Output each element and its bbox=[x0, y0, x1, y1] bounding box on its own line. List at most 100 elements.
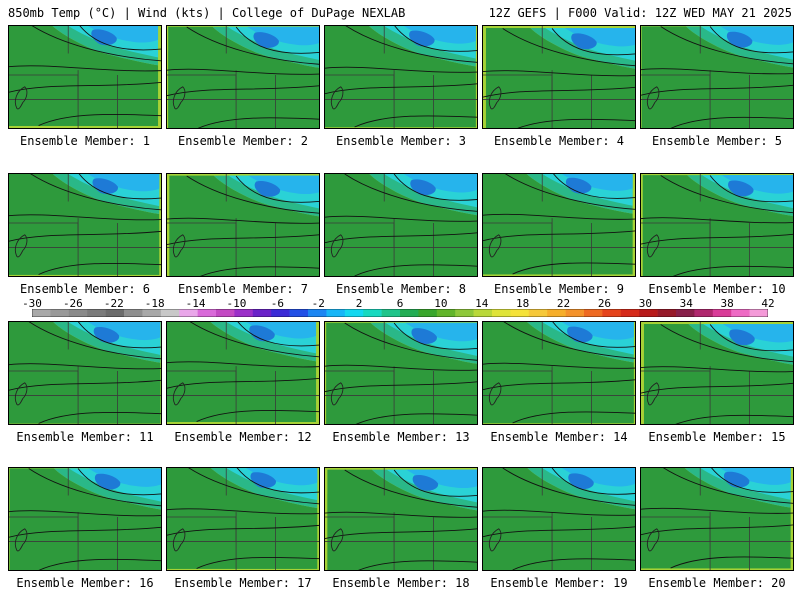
height-contour bbox=[660, 324, 793, 363]
height-contour bbox=[78, 174, 161, 200]
ensemble-member-label: Ensemble Member: 10 bbox=[648, 282, 786, 296]
height-contour bbox=[502, 468, 635, 506]
height-contour bbox=[358, 560, 477, 570]
temperature-band bbox=[88, 468, 161, 487]
height-contour bbox=[641, 524, 793, 536]
temperature-band bbox=[93, 326, 120, 343]
colorbar-tick-label: -10 bbox=[226, 297, 247, 310]
colorbar-segment bbox=[455, 309, 474, 317]
ensemble-member-label: Ensemble Member: 13 bbox=[332, 430, 470, 444]
colorbar-tick-label: 42 bbox=[761, 297, 775, 310]
ensemble-member-label: Ensemble Member: 2 bbox=[177, 134, 309, 148]
temperature-band bbox=[169, 175, 319, 276]
temperature-field-map bbox=[325, 322, 477, 424]
height-contour bbox=[483, 70, 635, 77]
ensemble-member-label: Ensemble Member: 15 bbox=[648, 430, 786, 444]
height-contour bbox=[167, 508, 319, 515]
height-contour bbox=[483, 86, 635, 98]
ensemble-member-label: Ensemble Member: 6 bbox=[19, 282, 151, 296]
colorbar-segment bbox=[400, 309, 419, 317]
height-contour bbox=[167, 524, 319, 536]
ensemble-map-panel bbox=[640, 173, 794, 277]
ensemble-map-panel bbox=[482, 467, 636, 571]
temperature-band bbox=[246, 322, 317, 339]
temperature-colorbar bbox=[32, 309, 768, 317]
height-contour bbox=[325, 83, 477, 95]
height-contour bbox=[502, 28, 635, 67]
temperature-band bbox=[325, 26, 476, 128]
height-contour bbox=[325, 364, 477, 371]
temperature-band bbox=[641, 26, 793, 128]
height-contour bbox=[483, 230, 635, 242]
height-contour bbox=[512, 558, 635, 570]
temperature-field-map bbox=[9, 468, 161, 570]
temperature-band bbox=[642, 175, 793, 276]
height-contour bbox=[28, 322, 161, 360]
temperature-band bbox=[168, 26, 319, 128]
ensemble-map-panel bbox=[324, 321, 478, 425]
temperature-band bbox=[564, 27, 635, 47]
height-contour bbox=[660, 175, 793, 214]
temperature-band bbox=[325, 174, 477, 276]
colorbar-segment bbox=[289, 309, 309, 317]
height-contour bbox=[344, 469, 477, 508]
ensemble-map-panel bbox=[166, 321, 320, 425]
ensemble-member-label: Ensemble Member: 7 bbox=[177, 282, 309, 296]
ensemble-member-label: Ensemble Member: 17 bbox=[174, 576, 312, 590]
height-contour bbox=[9, 65, 161, 72]
terrain-outline bbox=[172, 86, 186, 110]
colorbar-segment bbox=[639, 309, 658, 317]
ensemble-map-panel bbox=[8, 25, 162, 129]
colorbar-segment bbox=[620, 309, 640, 317]
temperature-band bbox=[249, 325, 275, 342]
temperature-band bbox=[91, 29, 117, 46]
colorbar-segment bbox=[418, 309, 438, 317]
height-contour bbox=[167, 217, 319, 224]
terrain-outline bbox=[488, 86, 502, 110]
colorbar-segment bbox=[473, 309, 493, 317]
temperature-band bbox=[9, 322, 161, 424]
ensemble-map-panel bbox=[8, 173, 162, 277]
temperature-band bbox=[87, 322, 161, 341]
colorbar-tick-label: 14 bbox=[475, 297, 489, 310]
height-contour bbox=[38, 113, 161, 126]
height-contour bbox=[641, 68, 793, 75]
temperature-field-map bbox=[483, 26, 635, 128]
height-contour bbox=[38, 558, 161, 570]
height-contour bbox=[9, 81, 161, 93]
ensemble-member-label: Ensemble Member: 19 bbox=[490, 576, 628, 590]
height-contour bbox=[188, 468, 319, 505]
ensemble-map-panel bbox=[166, 467, 320, 571]
ensemble-map-panel bbox=[640, 25, 794, 129]
height-contour bbox=[9, 363, 161, 370]
ensemble-member-label: Ensemble Member: 1 bbox=[19, 134, 151, 148]
height-contour bbox=[551, 468, 635, 495]
height-contour bbox=[235, 175, 319, 203]
colorbar-tick-label: 38 bbox=[720, 297, 734, 310]
colorbar-segment bbox=[565, 309, 585, 317]
temperature-band bbox=[412, 474, 439, 491]
ensemble-map-panel bbox=[640, 467, 794, 571]
temperature-band bbox=[327, 469, 477, 570]
terrain-outline bbox=[14, 528, 28, 552]
colorbar-segment bbox=[584, 309, 603, 317]
height-contour bbox=[641, 507, 793, 514]
temperature-band bbox=[167, 322, 317, 423]
ensemble-member-label: Ensemble Member: 16 bbox=[16, 576, 154, 590]
ensemble-map-panel bbox=[324, 467, 478, 571]
colorbar-segment bbox=[326, 309, 346, 317]
height-contour bbox=[79, 26, 161, 51]
ensemble-map-panel bbox=[482, 173, 636, 277]
height-contour bbox=[711, 468, 793, 493]
colorbar-segment bbox=[381, 309, 401, 317]
ensemble-map-panel bbox=[640, 321, 794, 425]
colorbar-segment bbox=[657, 309, 677, 317]
terrain-outline bbox=[14, 382, 28, 406]
ensemble-map-panel bbox=[482, 321, 636, 425]
chart-title: 850mb Temp (°C) | Wind (kts) | College o… bbox=[8, 6, 406, 20]
temperature-field-map bbox=[325, 26, 477, 128]
temperature-band bbox=[403, 174, 477, 193]
height-contour bbox=[167, 361, 319, 368]
height-contour bbox=[393, 322, 477, 350]
height-contour bbox=[196, 556, 319, 569]
